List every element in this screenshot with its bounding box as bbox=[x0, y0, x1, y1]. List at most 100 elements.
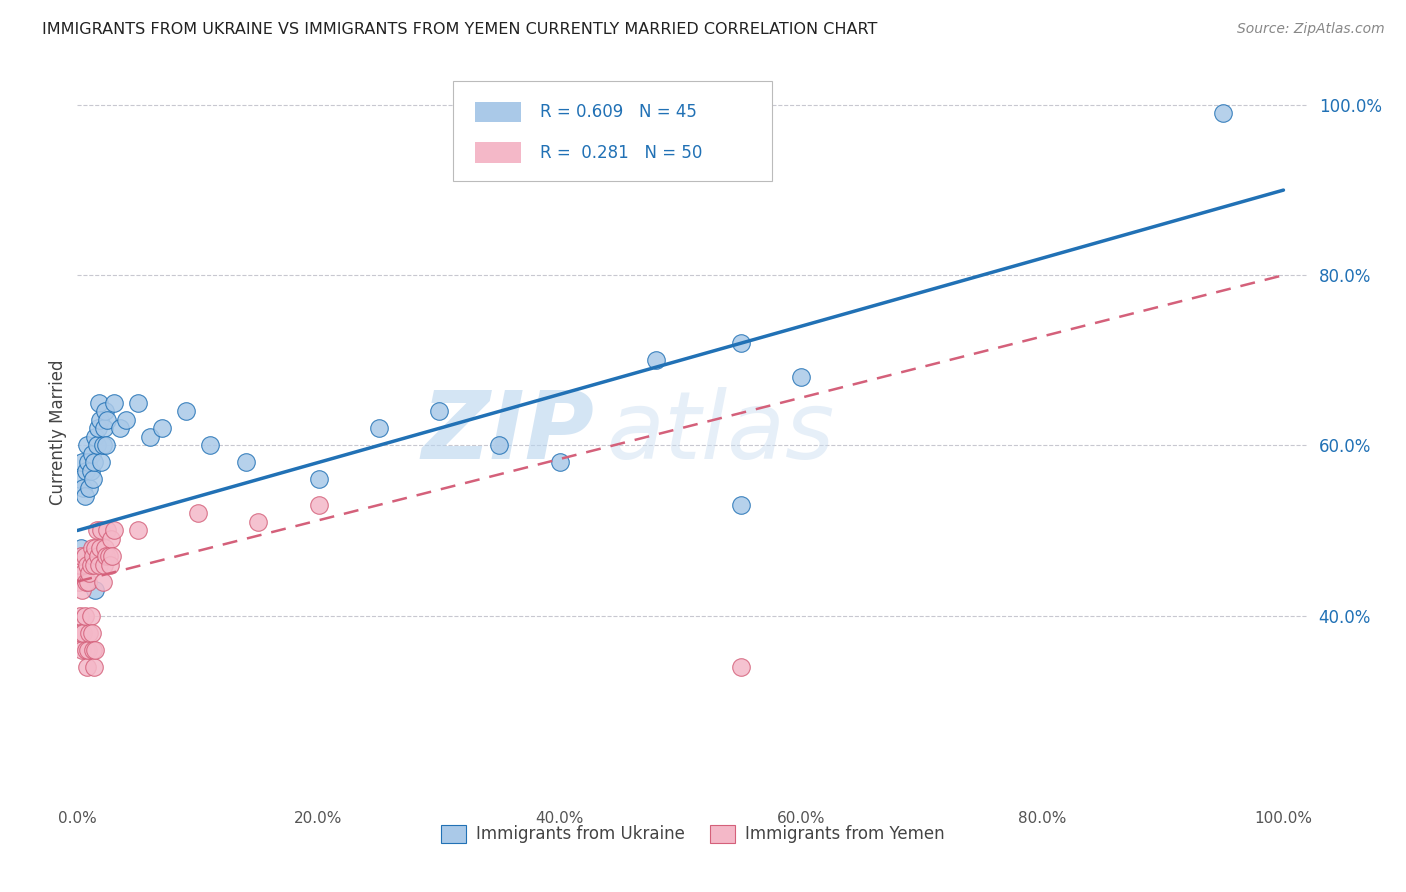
Point bbox=[730, 336, 752, 351]
Point bbox=[87, 549, 110, 563]
Point bbox=[1212, 106, 1234, 120]
Point bbox=[70, 582, 93, 597]
Point bbox=[84, 582, 107, 597]
Point bbox=[83, 455, 105, 469]
Point bbox=[488, 438, 510, 452]
Point bbox=[308, 472, 330, 486]
Point bbox=[73, 608, 96, 623]
Point bbox=[93, 558, 115, 572]
Point bbox=[108, 421, 131, 435]
Point bbox=[76, 659, 98, 673]
Point bbox=[89, 541, 111, 555]
Point bbox=[103, 524, 125, 538]
Text: atlas: atlas bbox=[606, 387, 835, 478]
Point bbox=[114, 413, 136, 427]
Point bbox=[98, 558, 121, 572]
Point bbox=[187, 507, 209, 521]
Point bbox=[73, 549, 96, 563]
FancyBboxPatch shape bbox=[453, 81, 772, 181]
Point bbox=[67, 574, 90, 589]
Point bbox=[645, 353, 668, 368]
Point bbox=[79, 625, 101, 640]
Point bbox=[69, 608, 91, 623]
Point bbox=[79, 481, 101, 495]
FancyBboxPatch shape bbox=[475, 102, 522, 122]
Point bbox=[94, 404, 117, 418]
Point bbox=[77, 455, 100, 469]
Point bbox=[86, 438, 108, 452]
Point bbox=[100, 532, 122, 546]
Point bbox=[96, 549, 118, 563]
Point bbox=[91, 438, 114, 452]
Point bbox=[84, 430, 107, 444]
Point bbox=[103, 396, 125, 410]
Text: ZIP: ZIP bbox=[422, 386, 595, 479]
Point bbox=[101, 549, 124, 563]
Point bbox=[80, 541, 103, 555]
Point bbox=[77, 642, 100, 657]
Point bbox=[730, 659, 752, 673]
Point bbox=[87, 558, 110, 572]
Point bbox=[174, 404, 197, 418]
Text: Source: ZipAtlas.com: Source: ZipAtlas.com bbox=[1237, 22, 1385, 37]
Point bbox=[96, 413, 118, 427]
Point bbox=[70, 625, 93, 640]
Point bbox=[548, 455, 571, 469]
Point bbox=[67, 625, 90, 640]
Point bbox=[79, 608, 101, 623]
Point bbox=[75, 574, 97, 589]
Point bbox=[790, 370, 813, 384]
Point bbox=[76, 438, 98, 452]
Point bbox=[247, 515, 270, 529]
Y-axis label: Currently Married: Currently Married bbox=[49, 359, 67, 506]
Point bbox=[90, 455, 112, 469]
Point bbox=[427, 404, 450, 418]
Text: R = 0.609   N = 45: R = 0.609 N = 45 bbox=[540, 103, 697, 121]
Point bbox=[80, 625, 103, 640]
Point bbox=[73, 490, 96, 504]
Point bbox=[79, 566, 101, 580]
Point bbox=[127, 524, 149, 538]
Point bbox=[75, 642, 97, 657]
Point bbox=[82, 472, 104, 486]
Point bbox=[86, 524, 108, 538]
Point bbox=[730, 498, 752, 512]
Point bbox=[79, 464, 101, 478]
Point bbox=[90, 524, 112, 538]
Point bbox=[76, 558, 98, 572]
Point bbox=[70, 642, 93, 657]
Point bbox=[127, 396, 149, 410]
Text: IMMIGRANTS FROM UKRAINE VS IMMIGRANTS FROM YEMEN CURRENTLY MARRIED CORRELATION C: IMMIGRANTS FROM UKRAINE VS IMMIGRANTS FR… bbox=[42, 22, 877, 37]
Point bbox=[70, 455, 93, 469]
Text: R =  0.281   N = 50: R = 0.281 N = 50 bbox=[540, 144, 702, 161]
Point bbox=[82, 549, 104, 563]
Point bbox=[70, 541, 93, 555]
Point bbox=[84, 642, 107, 657]
Point bbox=[72, 625, 94, 640]
Point bbox=[87, 421, 110, 435]
Point bbox=[235, 455, 257, 469]
Point bbox=[83, 558, 105, 572]
Point bbox=[94, 541, 117, 555]
Point bbox=[72, 481, 94, 495]
Point bbox=[77, 574, 100, 589]
Point bbox=[83, 659, 105, 673]
Point bbox=[70, 549, 93, 563]
Point bbox=[84, 541, 107, 555]
Point bbox=[69, 472, 91, 486]
Point bbox=[89, 413, 111, 427]
Point bbox=[69, 558, 91, 572]
Point bbox=[93, 421, 115, 435]
Point bbox=[80, 447, 103, 461]
Point bbox=[97, 549, 120, 563]
Point bbox=[96, 438, 118, 452]
FancyBboxPatch shape bbox=[475, 143, 522, 163]
Point bbox=[76, 574, 98, 589]
Point bbox=[82, 642, 104, 657]
Legend: Immigrants from Ukraine, Immigrants from Yemen: Immigrants from Ukraine, Immigrants from… bbox=[434, 818, 950, 850]
Point bbox=[198, 438, 221, 452]
Point bbox=[87, 396, 110, 410]
Point bbox=[308, 498, 330, 512]
Point bbox=[367, 421, 389, 435]
Point bbox=[96, 524, 118, 538]
